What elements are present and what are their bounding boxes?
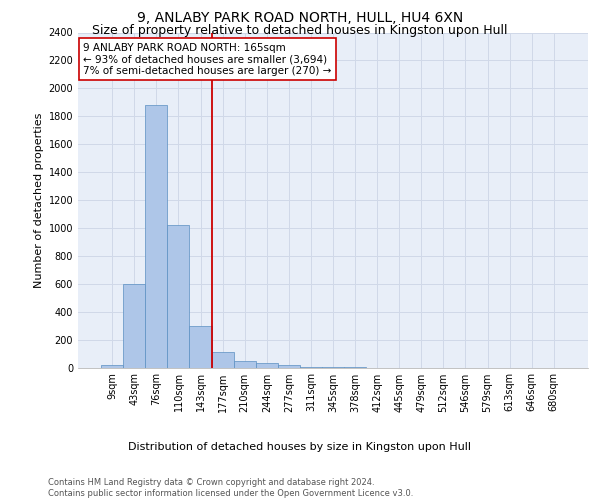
Bar: [212, 352, 233, 368]
Bar: [123, 284, 145, 368]
Text: 9 ANLABY PARK ROAD NORTH: 165sqm
← 93% of detached houses are smaller (3,694)
7%: 9 ANLABY PARK ROAD NORTH: 165sqm ← 93% o…: [83, 42, 331, 76]
Text: 9, ANLABY PARK ROAD NORTH, HULL, HU4 6XN: 9, ANLABY PARK ROAD NORTH, HULL, HU4 6XN: [137, 11, 463, 25]
Bar: [256, 364, 278, 368]
Bar: [278, 365, 300, 368]
Bar: [233, 360, 256, 368]
Y-axis label: Number of detached properties: Number of detached properties: [34, 112, 44, 288]
Bar: [167, 225, 190, 368]
Bar: [190, 326, 212, 368]
Bar: [300, 367, 322, 368]
Text: Size of property relative to detached houses in Kingston upon Hull: Size of property relative to detached ho…: [92, 24, 508, 37]
Bar: [145, 105, 167, 368]
Bar: [101, 366, 123, 368]
Text: Distribution of detached houses by size in Kingston upon Hull: Distribution of detached houses by size …: [128, 442, 472, 452]
Text: Contains HM Land Registry data © Crown copyright and database right 2024.
Contai: Contains HM Land Registry data © Crown c…: [48, 478, 413, 498]
